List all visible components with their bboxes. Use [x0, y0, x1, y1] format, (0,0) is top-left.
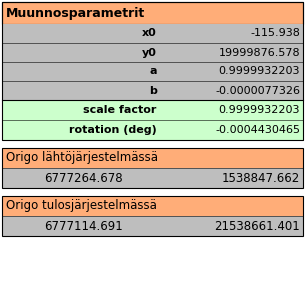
Bar: [2, 196, 303, 216]
Text: y0: y0: [142, 48, 156, 57]
Bar: [2, 100, 303, 140]
Text: 19999876.578: 19999876.578: [218, 48, 300, 57]
Text: rotation (deg): rotation (deg): [69, 125, 156, 135]
Text: 6777264.678: 6777264.678: [44, 172, 123, 185]
Bar: [2, 168, 303, 188]
Text: -115.938: -115.938: [250, 29, 300, 38]
Text: 0.9999932203: 0.9999932203: [218, 105, 300, 115]
Text: a: a: [149, 67, 156, 76]
Text: 21538661.401: 21538661.401: [214, 220, 300, 232]
Bar: [2, 2, 303, 140]
Text: 6777114.691: 6777114.691: [44, 220, 123, 232]
Text: Muunnosparametrit: Muunnosparametrit: [6, 6, 145, 20]
Text: x0: x0: [142, 29, 156, 38]
Text: Origo tulosjärjestelmässä: Origo tulosjärjestelmässä: [6, 200, 157, 212]
Text: scale factor: scale factor: [83, 105, 156, 115]
Text: -0.0000077326: -0.0000077326: [215, 86, 300, 95]
Bar: [2, 2, 303, 24]
Bar: [2, 24, 303, 100]
Text: Origo lähtöjärjestelmässä: Origo lähtöjärjestelmässä: [6, 151, 158, 165]
Text: -0.0004430465: -0.0004430465: [215, 125, 300, 135]
Text: 1538847.662: 1538847.662: [222, 172, 300, 185]
Bar: [2, 148, 303, 168]
Bar: [2, 148, 303, 188]
Text: 0.9999932203: 0.9999932203: [218, 67, 300, 76]
Bar: [2, 196, 303, 236]
Text: b: b: [149, 86, 156, 95]
Bar: [2, 216, 303, 236]
